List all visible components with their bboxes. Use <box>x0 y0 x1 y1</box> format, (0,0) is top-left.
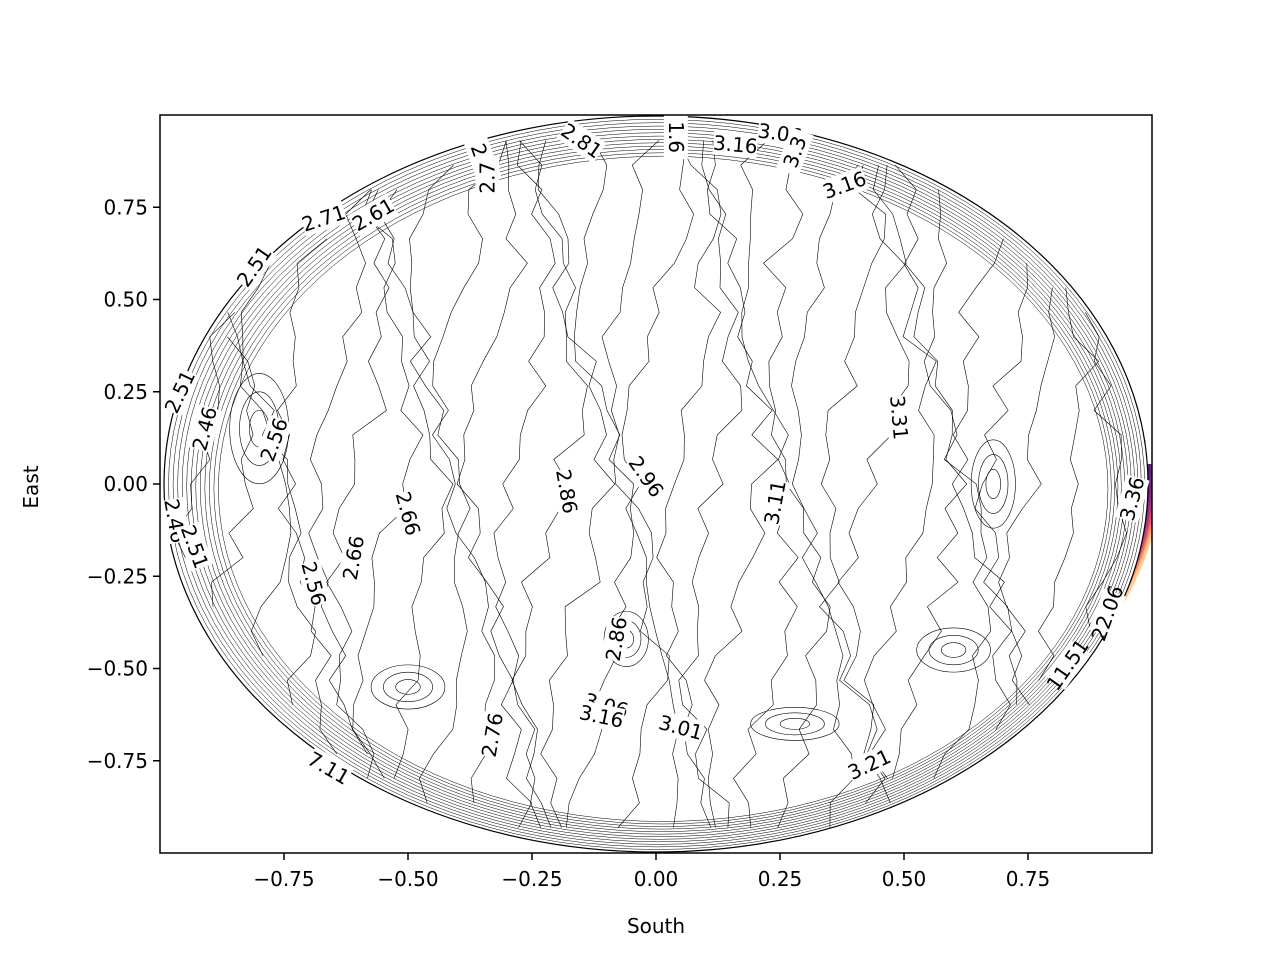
contour-label-bg <box>348 193 399 237</box>
contour-label-bg <box>1088 588 1127 638</box>
contour-label-bg <box>296 559 332 608</box>
contour-label-bg <box>476 711 508 759</box>
plot-area: 2.811.63.063.163.33.162.72.72.712.612.51… <box>160 115 1152 853</box>
x-tick-label: 0.50 <box>882 867 927 891</box>
contour-label-bg <box>577 700 626 733</box>
y-axis-label: East <box>19 465 43 508</box>
contour-line <box>928 635 979 666</box>
contour-line <box>395 679 421 695</box>
contour-line <box>750 706 840 741</box>
contour-line <box>209 149 1115 827</box>
x-axis-ticks: −0.75 −0.50 −0.25 0.00 0.25 0.50 0.75 <box>253 853 1050 891</box>
contour-label-bg <box>656 710 706 745</box>
contour-label: 3.31 <box>885 394 913 440</box>
contour-line <box>200 142 1122 832</box>
contour-line <box>704 140 779 828</box>
contour-line <box>837 165 910 804</box>
contour-line <box>211 336 256 607</box>
contour-label-bg <box>776 127 814 177</box>
contour-line <box>277 238 338 755</box>
contour-label-bg <box>187 404 222 454</box>
contour-label-bg <box>844 744 895 785</box>
contour-line <box>951 238 1012 730</box>
contour-label-bg <box>299 200 349 237</box>
contour-line <box>1038 287 1100 681</box>
contour-label-bg <box>175 521 214 572</box>
contour-label-bg <box>885 394 913 441</box>
contour-label: 1.6 <box>664 121 688 153</box>
y-tick-label: 0.50 <box>103 288 148 312</box>
contour-line <box>603 611 649 667</box>
contour-line <box>456 140 533 828</box>
contour-label-bg <box>556 118 607 164</box>
contour-line <box>227 312 292 656</box>
contour-line <box>537 140 616 828</box>
contour-line <box>379 189 454 779</box>
contour-line <box>791 164 859 828</box>
contour-label-bg <box>663 115 688 160</box>
y-axis-ticks: −0.75 −0.50 −0.25 0.00 0.25 0.50 0.75 <box>87 195 160 773</box>
x-tick-label: −0.50 <box>377 867 438 891</box>
contour-line <box>308 189 372 755</box>
contour-line <box>656 140 722 828</box>
x-tick-label: 0.75 <box>1006 867 1051 891</box>
contour-line <box>985 468 1001 500</box>
contour-line <box>240 263 316 705</box>
y-tick-label: −0.25 <box>87 564 148 588</box>
contour-line <box>819 165 886 804</box>
contour-line <box>352 189 424 779</box>
contour-label-bg <box>1045 639 1091 690</box>
contour-line <box>326 189 390 779</box>
contour-label-bg <box>303 746 354 790</box>
contour-label-bg <box>600 615 632 663</box>
contour-line <box>998 287 1055 705</box>
x-tick-label: 0.25 <box>758 867 803 891</box>
contour-label: 3.16 <box>712 131 758 159</box>
y-tick-label: −0.50 <box>87 657 148 681</box>
y-tick-label: −0.75 <box>87 749 148 773</box>
contour-line <box>970 439 1016 529</box>
contour-label: 2.7 <box>475 162 499 194</box>
contour-line <box>432 140 507 803</box>
x-tick-label: 0.00 <box>634 867 679 891</box>
x-tick-label: −0.25 <box>501 867 562 891</box>
contour-line <box>779 718 810 730</box>
contour-line <box>978 454 1009 514</box>
contour-line <box>940 642 967 658</box>
contour-label-bg <box>759 478 791 527</box>
contour-label-bg <box>623 451 669 502</box>
contour-label-bg <box>819 166 870 204</box>
contour-line <box>213 152 1112 825</box>
contour-line <box>916 627 991 673</box>
contour-line <box>370 664 446 710</box>
contour-label-bg <box>160 366 201 417</box>
contour-line <box>204 145 1119 830</box>
contour-label-bg <box>712 130 759 159</box>
y-tick-label: 0.75 <box>103 195 148 219</box>
contour-label-bg <box>390 489 426 538</box>
contour-line <box>383 671 433 702</box>
contour-line <box>678 140 743 828</box>
contour-line <box>409 164 471 803</box>
contour-label-bg <box>475 155 500 200</box>
x-tick-label: −0.75 <box>253 867 314 891</box>
contour-line <box>601 140 670 828</box>
contour-label-bg <box>255 414 293 465</box>
contour-line <box>218 155 1109 822</box>
contour-label-bg <box>231 241 277 292</box>
contour-line <box>974 263 1030 705</box>
y-tick-label: 0.25 <box>103 380 148 404</box>
contour-label-bg <box>1114 474 1150 524</box>
contour-line <box>892 164 968 779</box>
contour-line <box>923 189 992 779</box>
contour-label-bg <box>337 534 370 582</box>
contour-line <box>863 165 937 779</box>
x-axis-label: South <box>627 914 685 938</box>
contour-line <box>493 140 556 828</box>
contour-line <box>765 712 825 736</box>
contour-label-bg <box>551 467 583 516</box>
y-tick-label: 0.00 <box>103 472 148 496</box>
